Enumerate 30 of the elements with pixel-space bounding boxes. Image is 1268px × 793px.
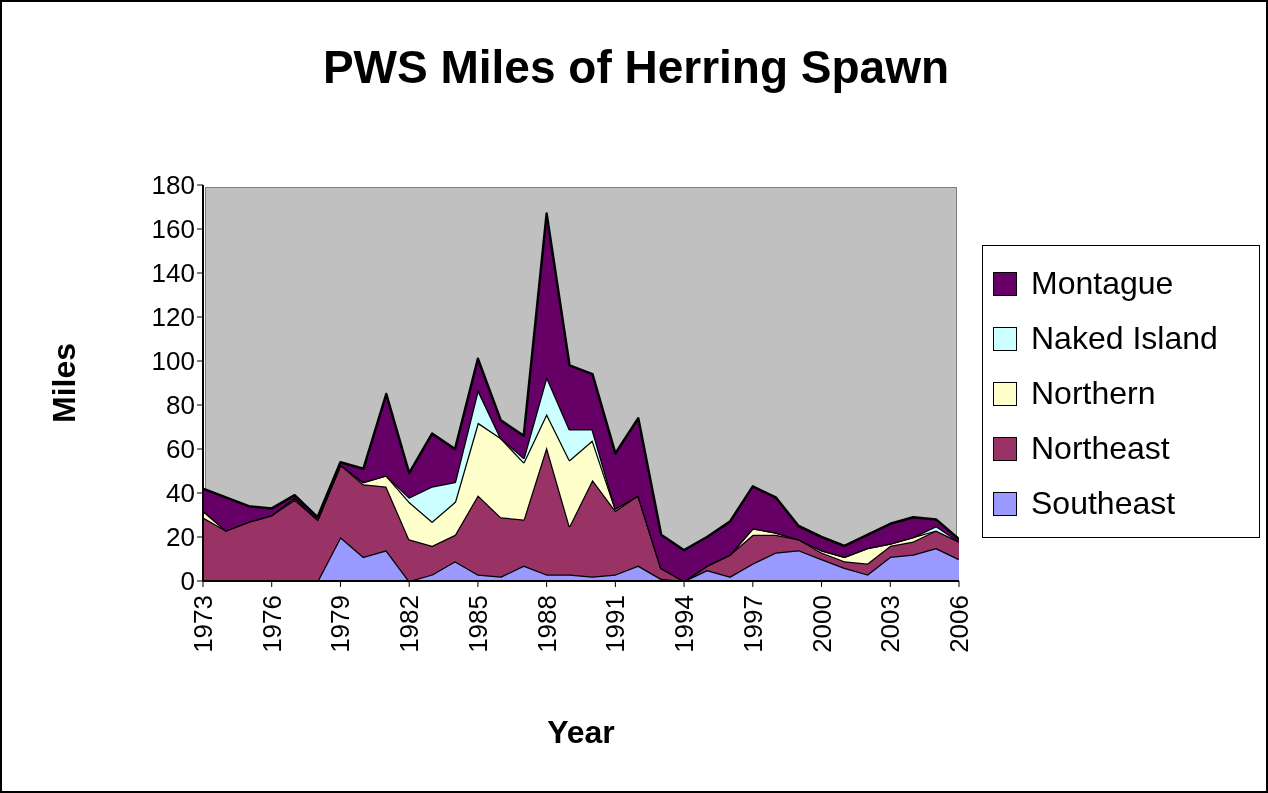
- chart-title: PWS Miles of Herring Spawn: [321, 40, 951, 94]
- y-tick-label: 140: [151, 258, 195, 289]
- x-tick-label: 1997: [737, 595, 768, 653]
- x-tick-label: 1973: [188, 595, 218, 653]
- x-tick-label: 1988: [531, 595, 562, 653]
- y-tick-label: 60: [166, 434, 195, 465]
- x-tick-label: 2000: [806, 595, 837, 653]
- y-tick-label: 180: [151, 170, 195, 201]
- legend-label: Southeast: [1031, 485, 1176, 522]
- y-tick-label: 20: [166, 522, 195, 553]
- x-axis-title: Year: [546, 714, 616, 751]
- legend-label: Northern: [1031, 375, 1156, 412]
- y-tick-label: 100: [151, 346, 195, 377]
- y-tick-label: 120: [151, 302, 195, 333]
- legend-label: Northeast: [1031, 430, 1170, 467]
- y-tick-label: 0: [180, 566, 195, 597]
- x-tick-label: 2006: [944, 595, 974, 653]
- y-tick-label: 40: [166, 478, 195, 509]
- y-tick-label: 80: [166, 390, 195, 421]
- legend-label: Montague: [1031, 265, 1174, 302]
- y-tick-label: 160: [151, 214, 195, 245]
- x-tick-label: 1976: [256, 595, 287, 653]
- x-tick-label: 1985: [462, 595, 493, 653]
- legend-label: Naked Island: [1031, 320, 1218, 357]
- x-tick-label: 1994: [669, 595, 700, 653]
- x-tick-label: 2003: [875, 595, 906, 653]
- x-tick-label: 1991: [600, 595, 631, 653]
- x-tick-label: 1979: [325, 595, 356, 653]
- x-tick-label: 1982: [394, 595, 425, 653]
- y-axis-title: Miles: [45, 342, 83, 424]
